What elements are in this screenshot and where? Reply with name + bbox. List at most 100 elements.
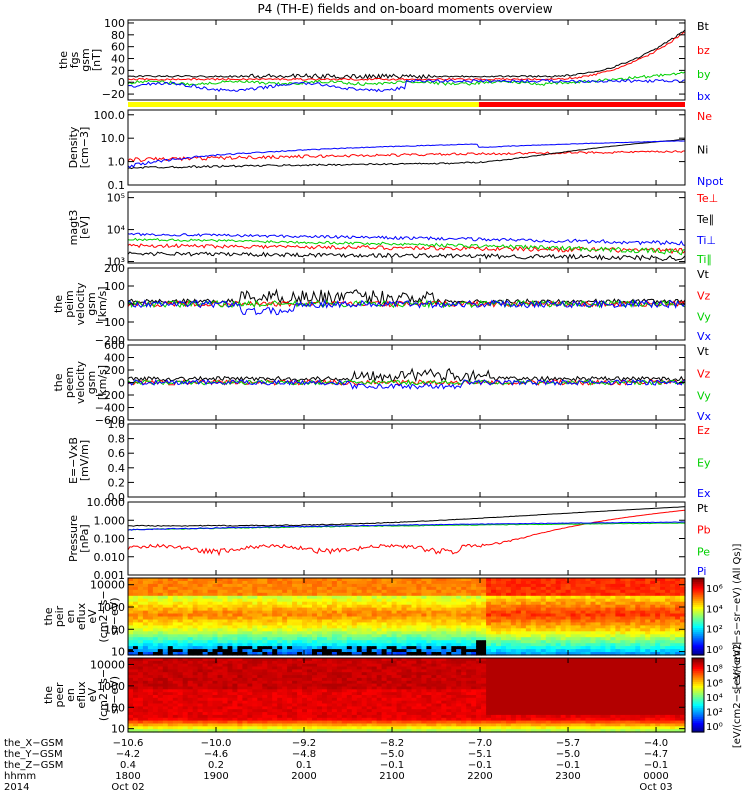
heat-cell [386, 607, 393, 612]
heat-cell [217, 695, 224, 699]
heat-cell [167, 720, 174, 724]
heat-cell [376, 669, 383, 673]
heat-cell [496, 640, 502, 644]
heat-cell [177, 631, 184, 635]
heat-cell [590, 592, 597, 597]
heat-cell [565, 643, 572, 647]
heat-cell [133, 675, 139, 679]
heat-cell [242, 646, 248, 650]
heat-cell [157, 717, 164, 722]
heat-cell [247, 697, 253, 702]
heat-cell [421, 631, 427, 635]
heat-cell [645, 616, 651, 621]
heat-cell [421, 703, 427, 707]
heat-cell [172, 604, 179, 609]
heat-cell [381, 631, 388, 635]
heat-cell [650, 589, 656, 594]
heat-cell [670, 589, 676, 594]
heat-cell [476, 634, 482, 638]
heat-cell [471, 658, 477, 662]
heat-cell [625, 628, 631, 632]
heat-cell [565, 637, 572, 641]
heat-cell [207, 601, 214, 606]
heat-cell [391, 578, 398, 582]
heat-cell [137, 686, 144, 690]
heat-cell [312, 649, 318, 653]
heat-cell [247, 643, 253, 647]
heat-cell [351, 686, 358, 690]
heat-cell [481, 706, 487, 710]
heat-cell [287, 709, 293, 713]
heat-cell [620, 595, 626, 600]
heat-cell [287, 578, 293, 582]
heat-cell [366, 712, 373, 716]
heat-cell [625, 583, 631, 588]
heat-cell [252, 729, 258, 733]
heat-cell [133, 646, 139, 650]
heat-cell [371, 652, 378, 656]
heat-cell [162, 712, 169, 716]
heat-cell [431, 613, 437, 618]
heat-cell [257, 714, 263, 719]
heat-cell [680, 622, 686, 626]
heat-cell [540, 619, 547, 624]
heat-cell [630, 610, 636, 615]
heat-cell [396, 692, 403, 696]
heat-cell [331, 610, 338, 615]
heat-cell [227, 601, 234, 606]
heat-cell [207, 689, 214, 693]
heat-cell [640, 586, 646, 591]
heat-cell [451, 637, 457, 641]
heat-cell [147, 709, 154, 713]
heat-cell [292, 631, 298, 635]
heat-cell [287, 686, 293, 690]
heat-cell [232, 589, 238, 594]
heat-cell [322, 619, 328, 624]
heat-cell [361, 714, 368, 719]
heat-cell [655, 640, 661, 644]
heat-cell [267, 628, 273, 632]
heat-cell [471, 604, 477, 609]
heat-cell [142, 686, 149, 690]
heat-cell [555, 581, 562, 585]
heat-cell [317, 652, 323, 656]
heat-cell [391, 663, 398, 668]
heat-cell [396, 658, 403, 662]
heat-cell [361, 658, 368, 662]
heat-cell [416, 714, 422, 719]
heat-cell [595, 604, 602, 609]
heat-cell [202, 652, 209, 656]
heat-cell [366, 616, 373, 621]
heat-cell [277, 601, 283, 606]
heat-cell [331, 726, 338, 730]
heat-cell [431, 658, 437, 662]
heat-cell [590, 649, 597, 653]
heat-cell [307, 663, 313, 668]
heat-cell [142, 672, 149, 676]
heat-cell [157, 613, 164, 618]
heat-cell [212, 669, 219, 673]
heat-cell [257, 592, 263, 597]
heat-cell [302, 610, 308, 615]
heat-cell [625, 637, 631, 641]
heat-cell [177, 589, 184, 594]
heat-cell [371, 692, 378, 696]
heat-cell [331, 578, 338, 582]
heat-cell [287, 677, 293, 682]
heat-cell [128, 692, 134, 696]
heat-cell [406, 604, 413, 609]
heat-cell [267, 640, 273, 644]
heat-cell [441, 658, 447, 662]
heat-cell [267, 578, 273, 582]
heat-cell [406, 695, 413, 699]
heat-cell [545, 604, 552, 609]
heat-cell [247, 637, 253, 641]
heat-cell [307, 660, 313, 665]
heat-cell [232, 677, 238, 682]
heat-cell [381, 675, 388, 679]
heat-cell [650, 646, 656, 650]
heat-cell [162, 646, 169, 650]
heat-cell [655, 578, 661, 582]
heat-cell [341, 634, 348, 638]
heat-cell [476, 686, 482, 690]
